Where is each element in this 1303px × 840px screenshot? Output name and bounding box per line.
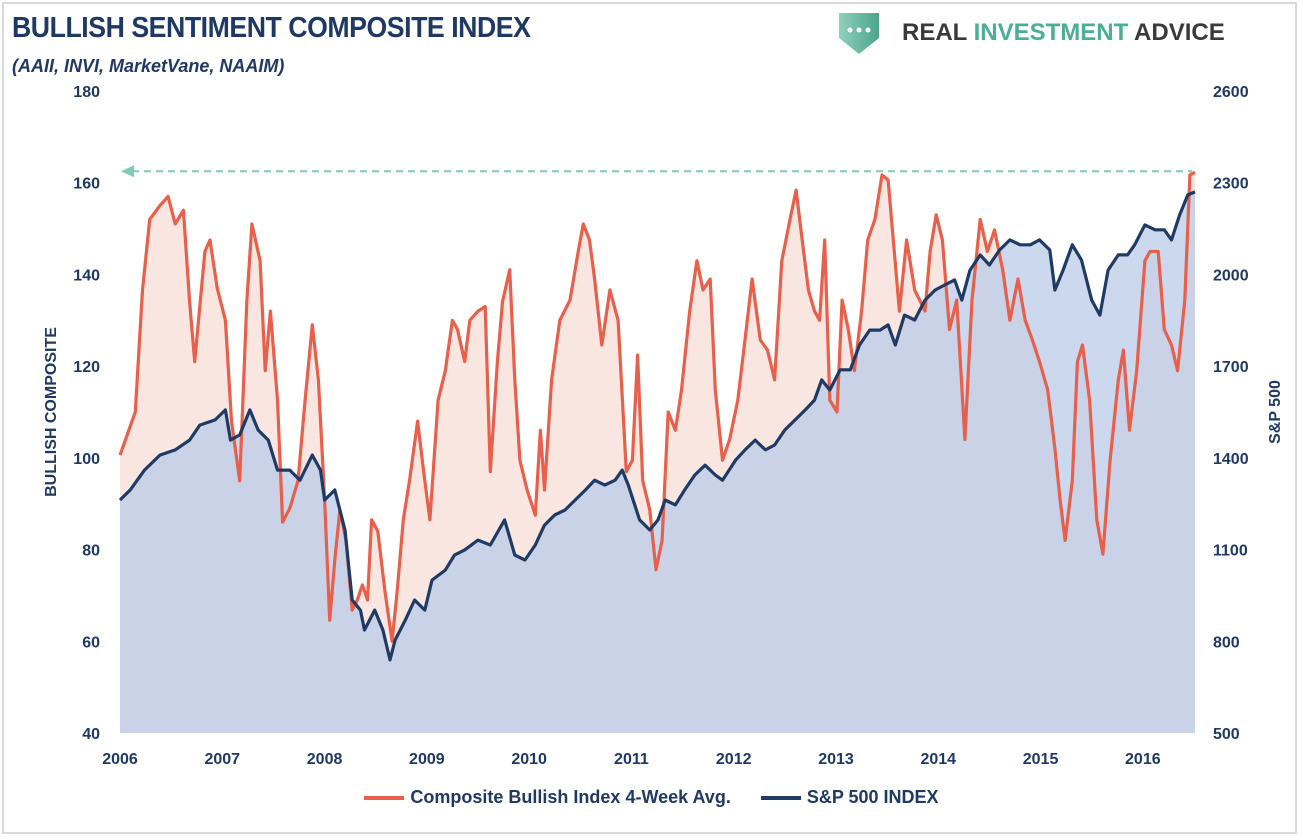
x-tick-label: 2012 xyxy=(716,751,752,768)
y2-tick-label: 2300 xyxy=(1213,176,1249,193)
y-tick-label: 60 xyxy=(82,634,100,651)
x-tick-label: 2009 xyxy=(409,751,445,768)
x-tick-label: 2014 xyxy=(920,751,956,768)
x-tick-label: 2011 xyxy=(614,751,649,768)
x-tick-label: 2010 xyxy=(511,751,547,768)
y2-axis-title: S&P 500 xyxy=(1267,380,1284,444)
logo: REAL INVESTMENT ADVICE xyxy=(836,10,1225,56)
legend-label-composite: Composite Bullish Index 4-Week Avg. xyxy=(410,787,731,807)
x-tick-label: 2013 xyxy=(818,751,854,768)
x-tick-label: 2007 xyxy=(204,751,240,768)
legend-label-spx: S&P 500 INDEX xyxy=(806,787,939,807)
chart-title: BULLISH SENTIMENT COMPOSITE INDEX xyxy=(12,12,531,44)
y2-tick-label: 2000 xyxy=(1213,267,1249,284)
y2-tick-label: 500 xyxy=(1213,726,1240,743)
y-tick-label: 120 xyxy=(73,359,100,376)
chart-subtitle: (AAII, INVI, MarketVane, NAAIM) xyxy=(12,56,285,76)
y2-tick-label: 1400 xyxy=(1213,451,1249,468)
legend-item-spx: S&P 500 INDEX xyxy=(760,787,939,808)
x-tick-label: 2008 xyxy=(307,751,343,768)
logo-text: REAL INVESTMENT ADVICE xyxy=(902,19,1225,46)
y-axis-title: BULLISH COMPOSITE xyxy=(43,327,60,497)
y-tick-label: 100 xyxy=(73,451,100,468)
composite-line xyxy=(118,170,1196,643)
legend-item-composite: Composite Bullish Index 4-Week Avg. xyxy=(364,787,731,808)
y2-tick-label: 1700 xyxy=(1213,359,1249,376)
y-tick-label: 160 xyxy=(73,176,100,193)
shield-icon xyxy=(839,13,879,54)
y2-tick-label: 800 xyxy=(1213,634,1240,651)
spx-area xyxy=(120,191,1195,733)
y-tick-label: 80 xyxy=(82,543,100,560)
legend: Composite Bullish Index 4-Week Avg. S&P … xyxy=(0,787,1303,808)
y-tick-label: 140 xyxy=(73,267,100,284)
y-tick-label: 180 xyxy=(73,84,100,101)
legend-swatch-composite xyxy=(364,795,405,800)
legend-swatch-spx xyxy=(760,795,801,800)
x-tick-label: 2006 xyxy=(102,751,138,768)
y-tick-label: 40 xyxy=(82,726,100,743)
spx-line xyxy=(118,190,1196,662)
x-tick-label: 2015 xyxy=(1023,751,1059,768)
reference-arrow-icon xyxy=(121,165,134,178)
x-tick-label: 2016 xyxy=(1125,751,1161,768)
y2-tick-label: 1100 xyxy=(1213,543,1248,560)
y2-tick-label: 2600 xyxy=(1213,84,1249,101)
